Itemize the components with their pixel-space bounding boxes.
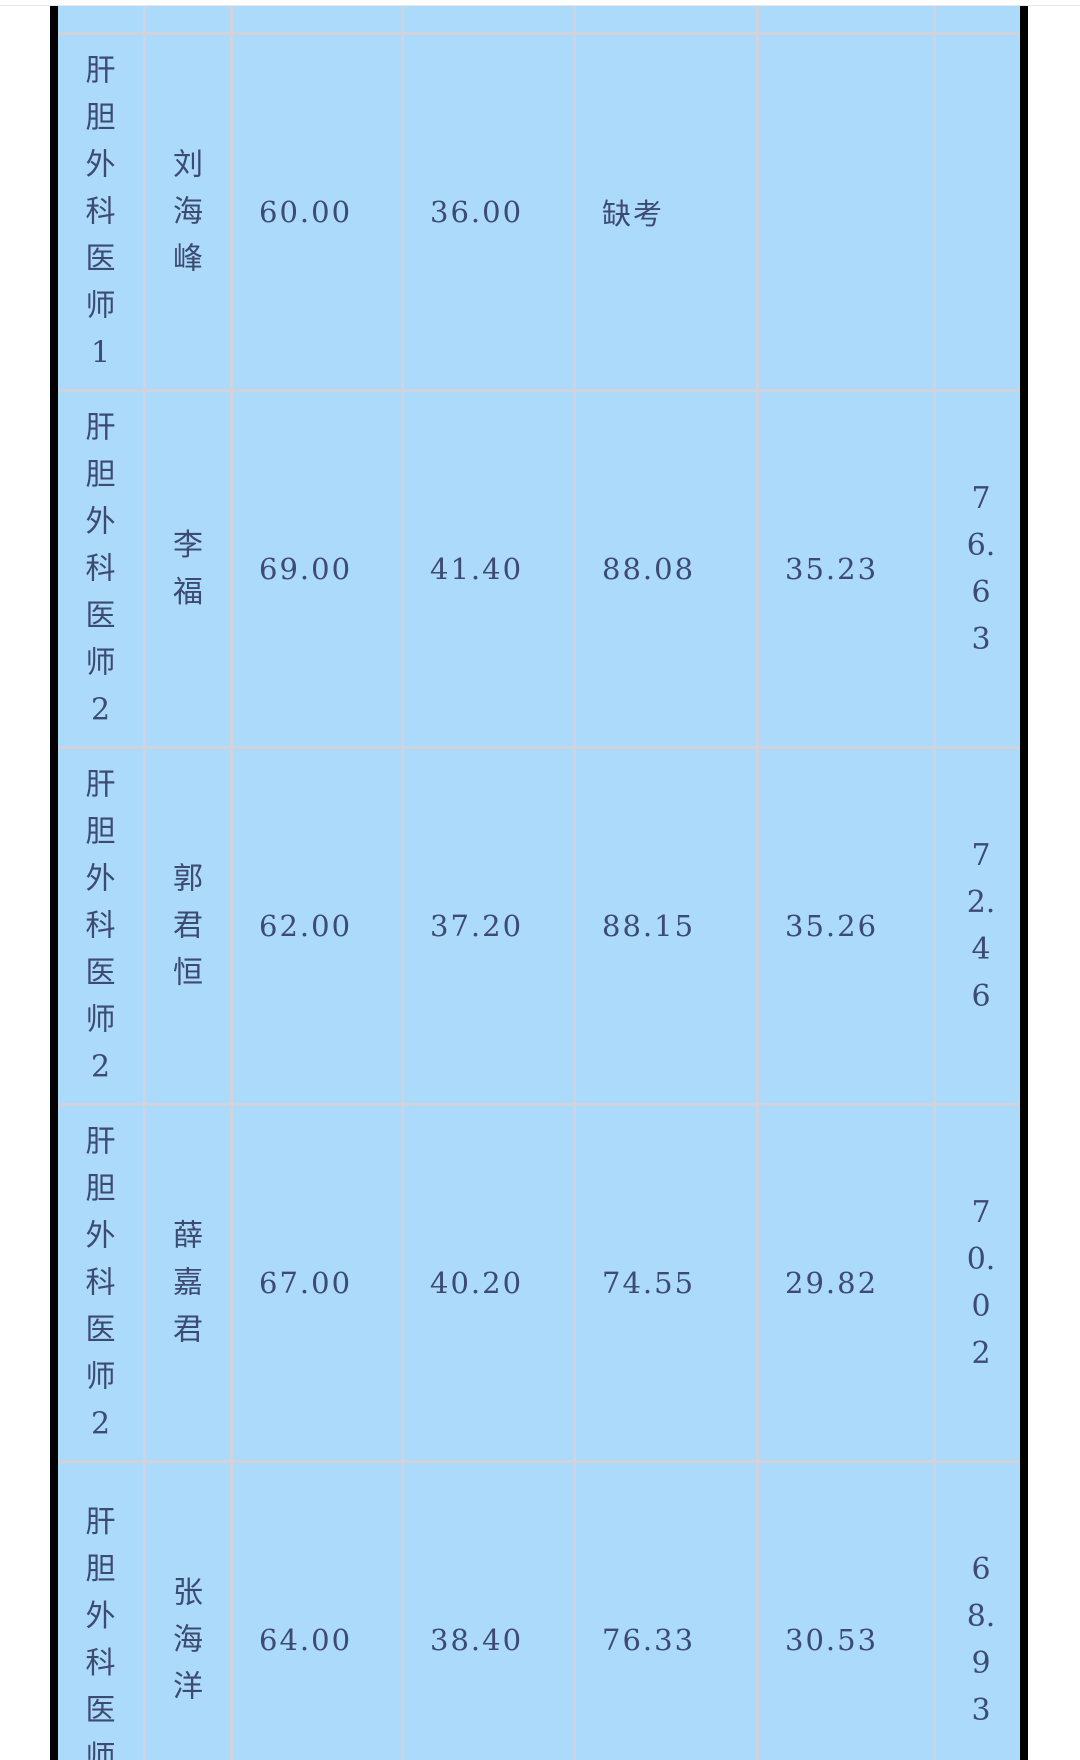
name-cell: 薛嘉君: [146, 1106, 230, 1460]
total-score-cell: 7 0. 0 2: [936, 1106, 1020, 1460]
interview-score-cell: 74.55: [576, 1106, 756, 1460]
written-score-text: 67.00: [259, 1266, 353, 1300]
written-score-text: 60.00: [259, 195, 353, 229]
interview-weighted-text: 35.23: [785, 552, 879, 586]
post-cell: 肝胆外科医师: [58, 1463, 143, 1760]
written-score-text: 62.00: [259, 909, 353, 943]
table-top-partial-cell: [936, 6, 1020, 32]
interview-weighted-text: 35.26: [785, 909, 879, 943]
total-score-cell: 7 6. 6 3: [936, 392, 1020, 746]
written-weighted-text: 36.00: [430, 195, 524, 229]
name-text: 郭君恒: [173, 861, 203, 991]
written-score-text: 69.00: [259, 552, 353, 586]
total-score-cell: 7 2. 4 6: [936, 749, 1020, 1103]
page-top-edge: [0, 0, 1080, 6]
interview-score-text: 74.55: [602, 1266, 696, 1300]
table-top-partial-cell: [576, 6, 756, 32]
post-text: 肝胆外科医师: [85, 1505, 116, 1760]
interview-weighted-cell: [759, 35, 933, 389]
total-score-text: 7 2. 4 6: [966, 838, 996, 1014]
name-cell: 张海洋: [146, 1463, 230, 1760]
interview-score-cell: 88.15: [576, 749, 756, 1103]
table-top-partial-cell: [759, 6, 933, 32]
written-weighted-text: 38.40: [430, 1623, 524, 1657]
written-weighted-cell: 36.00: [404, 35, 573, 389]
results-table: 肝胆外科医师 1 刘海峰 60.00 36.00 缺考肝胆外科医师 2 李福 69.00 41.4…: [58, 6, 1020, 1760]
interview-score-text: 88.15: [602, 909, 696, 943]
table-top-partial-cell: [233, 6, 401, 32]
name-cell: 郭君恒: [146, 749, 230, 1103]
name-text: 张海洋: [173, 1575, 203, 1705]
interview-score-cell: 缺考: [576, 35, 756, 389]
total-score-cell: 6 8. 9 3: [936, 1463, 1020, 1760]
written-weighted-cell: 38.40: [404, 1463, 573, 1760]
name-cell: 李福: [146, 392, 230, 746]
interview-weighted-cell: 35.23: [759, 392, 933, 746]
name-text: 刘海峰: [173, 147, 203, 277]
interview-score-cell: 76.33: [576, 1463, 756, 1760]
written-weighted-text: 41.40: [430, 552, 524, 586]
table-top-partial-cell: [404, 6, 573, 32]
interview-score-text: 88.08: [602, 552, 696, 586]
table-top-partial-cell: [146, 6, 230, 32]
written-score-cell: 62.00: [233, 749, 401, 1103]
written-score-cell: 69.00: [233, 392, 401, 746]
total-score-text: 6 8. 9 3: [966, 1552, 996, 1728]
written-score-cell: 60.00: [233, 35, 401, 389]
interview-weighted-cell: 30.53: [759, 1463, 933, 1760]
interview-weighted-text: 30.53: [785, 1623, 879, 1657]
written-score-cell: 67.00: [233, 1106, 401, 1460]
interview-weighted-cell: 29.82: [759, 1106, 933, 1460]
written-weighted-cell: 40.20: [404, 1106, 573, 1460]
written-weighted-cell: 41.40: [404, 392, 573, 746]
interview-weighted-cell: 35.26: [759, 749, 933, 1103]
name-text: 李福: [173, 528, 203, 610]
total-score-text: 7 6. 6 3: [966, 481, 996, 657]
interview-weighted-text: 29.82: [785, 1266, 879, 1300]
written-score-cell: 64.00: [233, 1463, 401, 1760]
table-top-partial-cell: [58, 6, 143, 32]
written-weighted-text: 37.20: [430, 909, 524, 943]
total-score-text: 7 0. 0 2: [966, 1195, 996, 1371]
interview-score-text: 缺考: [602, 197, 665, 231]
total-score-cell: [936, 35, 1020, 389]
interview-score-cell: 88.08: [576, 392, 756, 746]
written-score-text: 64.00: [259, 1623, 353, 1657]
written-weighted-cell: 37.20: [404, 749, 573, 1103]
written-weighted-text: 40.20: [430, 1266, 524, 1300]
name-text: 薛嘉君: [173, 1218, 203, 1348]
name-cell: 刘海峰: [146, 35, 230, 389]
interview-score-text: 76.33: [602, 1623, 696, 1657]
